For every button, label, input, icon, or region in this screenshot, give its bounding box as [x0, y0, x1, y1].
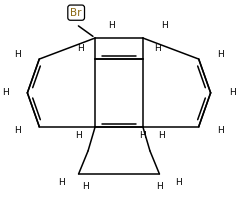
Text: H: H [82, 182, 89, 191]
Text: H: H [15, 126, 21, 135]
Text: H: H [175, 178, 182, 187]
Text: H: H [15, 50, 21, 59]
Text: H: H [159, 131, 165, 139]
Text: H: H [156, 182, 163, 191]
Text: H: H [229, 88, 235, 97]
Text: H: H [59, 178, 65, 187]
Text: H: H [139, 131, 146, 139]
Text: H: H [3, 88, 9, 97]
Text: H: H [217, 50, 223, 59]
Text: H: H [109, 21, 115, 30]
Text: H: H [154, 44, 160, 53]
Text: Br: Br [70, 8, 82, 18]
Text: H: H [217, 126, 223, 135]
Text: H: H [161, 21, 168, 30]
Text: H: H [75, 131, 82, 139]
Text: H: H [78, 44, 84, 53]
